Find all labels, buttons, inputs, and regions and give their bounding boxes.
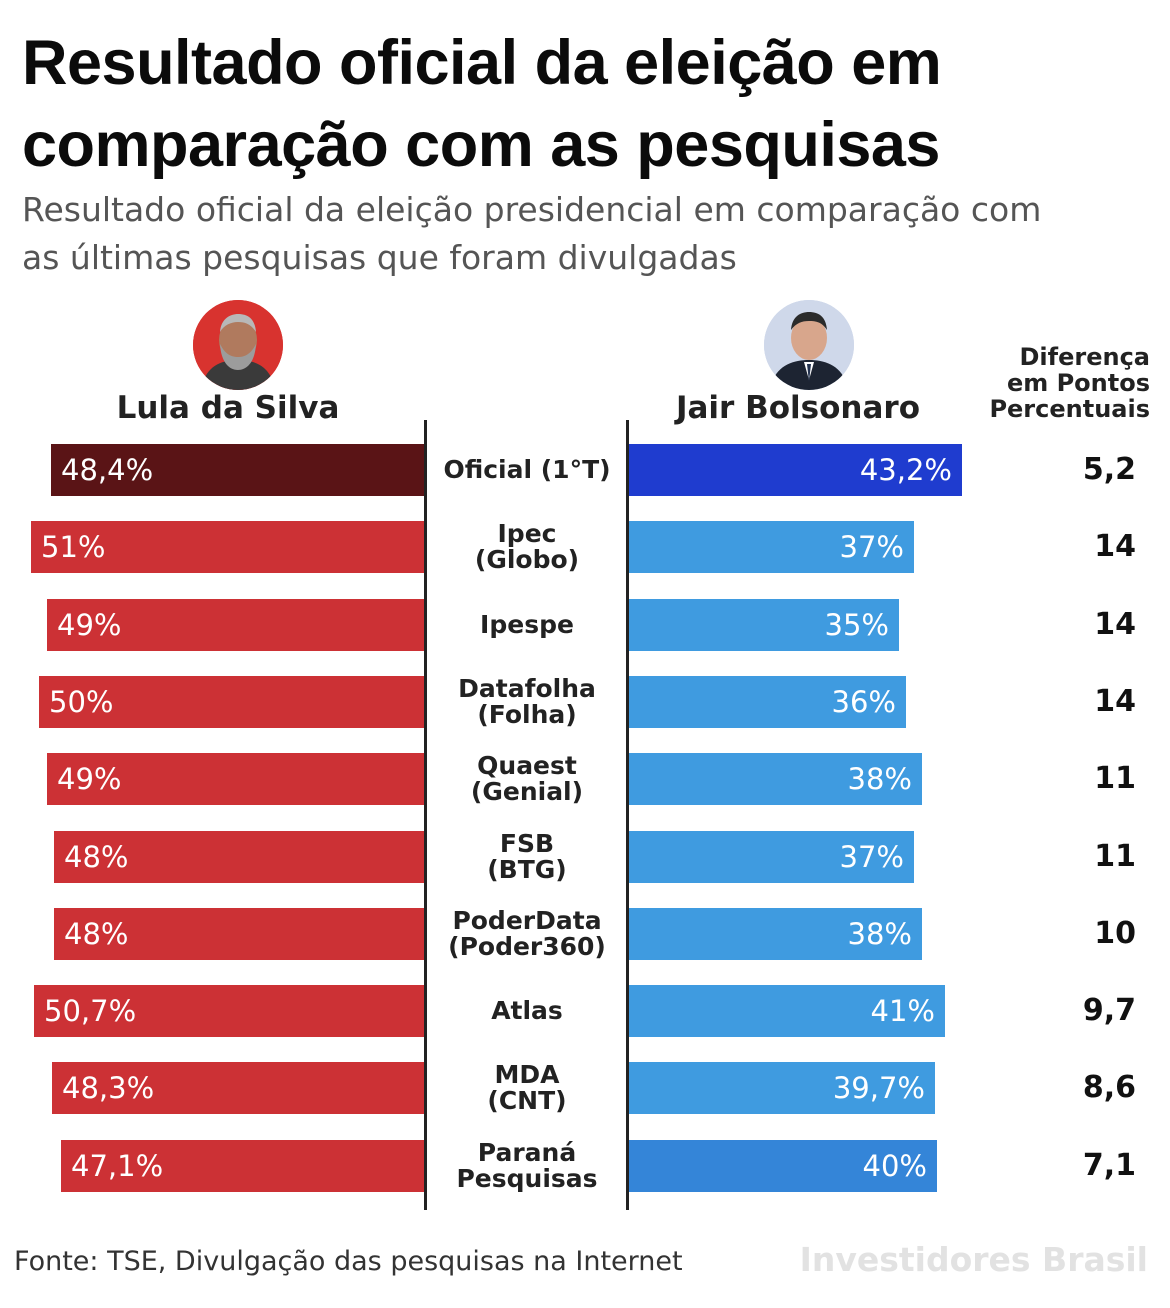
poll-name-label: Atlas	[428, 981, 626, 1041]
lula-bar: 48%	[54, 908, 424, 960]
bolsonaro-bar: 38%	[629, 753, 922, 805]
right-axis-line	[626, 420, 629, 1210]
source-note: Fonte: TSE, Divulgação das pesquisas na …	[14, 1246, 683, 1277]
lula-bar: 49%	[47, 753, 424, 805]
lula-value-label: 48%	[64, 917, 129, 951]
lula-bar: 50,7%	[34, 985, 424, 1037]
poll-name-line: (Folha)	[477, 700, 577, 729]
bolsonaro-bar: 37%	[629, 831, 914, 883]
poll-name-line: (BTG)	[487, 855, 567, 884]
lula-value-label: 47,1%	[71, 1149, 164, 1183]
bolsonaro-value-label: 38%	[847, 917, 912, 951]
brand-watermark: Investidores Brasil	[799, 1240, 1148, 1279]
bolsonaro-bar: 39,7%	[629, 1062, 935, 1114]
bolsonaro-bar: 41%	[629, 985, 945, 1037]
poll-name-label: PoderData (Poder360)	[428, 904, 626, 964]
poll-name-line: (Globo)	[474, 545, 580, 574]
poll-name-line: Datafolha	[458, 674, 596, 703]
poll-name-line: PoderData	[452, 906, 602, 935]
lula-value-label: 50%	[49, 685, 114, 719]
lula-bar: 49%	[47, 599, 424, 651]
bolsonaro-value-label: 40%	[862, 1149, 927, 1183]
bolsonaro-value-label: 43,2%	[859, 453, 952, 487]
difference-header-line: em Pontos	[1006, 369, 1150, 397]
lula-value-label: 49%	[57, 608, 122, 642]
poll-name-label: Oficial (1°T)	[428, 440, 626, 500]
lula-bar: 48,4%	[51, 444, 424, 496]
lula-value-label: 49%	[57, 762, 122, 796]
difference-value: 5,2	[1082, 452, 1136, 487]
difference-value: 10	[1094, 916, 1136, 951]
difference-value: 9,7	[1082, 993, 1136, 1028]
difference-value: 14	[1094, 684, 1136, 719]
poll-name-line: Ipec	[497, 519, 557, 548]
poll-name-line: Quaest	[477, 751, 577, 780]
bolsonaro-bar: 43,2%	[629, 444, 962, 496]
lula-value-label: 50,7%	[44, 994, 137, 1028]
poll-name-line: FSB	[499, 829, 555, 858]
bolsonaro-value-label: 37%	[839, 530, 904, 564]
title-line: comparação com as pesquisas	[22, 110, 940, 180]
subtitle-line: as últimas pesquisas que foram divulgada…	[22, 238, 737, 277]
poll-name-line: Atlas	[491, 996, 563, 1025]
lula-avatar	[193, 300, 283, 390]
bolsonaro-bar: 37%	[629, 521, 914, 573]
bolsonaro-bar: 36%	[629, 676, 906, 728]
poll-name-label: Datafolha (Folha)	[428, 672, 626, 732]
lula-bar: 50%	[39, 676, 424, 728]
bolsonaro-bar: 40%	[629, 1140, 937, 1192]
poll-name-line: (Poder360)	[448, 932, 606, 961]
difference-header-line: Percentuais	[989, 395, 1150, 423]
lula-value-label: 48%	[64, 840, 129, 874]
poll-name-label: Paraná Pesquisas	[428, 1136, 626, 1196]
poll-name-line: Ipespe	[480, 610, 574, 639]
subtitle-line: Resultado oficial da eleição presidencia…	[22, 190, 1042, 229]
person-icon	[193, 300, 283, 390]
poll-name-label: Ipec (Globo)	[428, 517, 626, 577]
bolsonaro-value-label: 36%	[831, 685, 896, 719]
difference-value: 14	[1094, 529, 1136, 564]
poll-name-label: Quaest (Genial)	[428, 749, 626, 809]
left-axis-line	[424, 420, 427, 1210]
bolsonaro-value-label: 37%	[839, 840, 904, 874]
difference-value: 8,6	[1082, 1070, 1136, 1105]
bolsonaro-bar: 35%	[629, 599, 899, 651]
poll-name-line: Paraná	[477, 1138, 577, 1167]
candidate-name-lula: Lula da Silva	[116, 390, 340, 426]
poll-name-line: MDA	[494, 1060, 560, 1089]
page-subtitle: Resultado oficial da eleição presidencia…	[22, 186, 1152, 282]
candidate-name-bolsonaro: Jair Bolsonaro	[675, 390, 921, 426]
lula-bar: 51%	[31, 521, 424, 573]
bolsonaro-bar: 38%	[629, 908, 922, 960]
difference-value: 11	[1094, 761, 1136, 796]
bolsonaro-value-label: 38%	[847, 762, 912, 796]
poll-name-line: Pesquisas	[456, 1164, 598, 1193]
lula-bar: 48%	[54, 831, 424, 883]
difference-value: 14	[1094, 607, 1136, 642]
difference-value: 7,1	[1082, 1148, 1136, 1183]
poll-name-label: Ipespe	[428, 595, 626, 655]
poll-name-line: (Genial)	[470, 777, 584, 806]
lula-value-label: 48,4%	[61, 453, 154, 487]
person-icon	[764, 300, 854, 390]
bolsonaro-value-label: 39,7%	[832, 1071, 925, 1105]
lula-bar: 48,3%	[52, 1062, 424, 1114]
poll-name-line: Oficial (1°T)	[443, 455, 611, 484]
poll-name-line: (CNT)	[487, 1086, 567, 1115]
lula-value-label: 51%	[41, 530, 106, 564]
bolsonaro-value-label: 41%	[870, 994, 935, 1028]
page-title: Resultado oficial da eleição em comparaç…	[22, 22, 1152, 186]
poll-name-label: MDA (CNT)	[428, 1058, 626, 1118]
title-line: Resultado oficial da eleição em	[22, 28, 942, 98]
difference-value: 11	[1094, 839, 1136, 874]
lula-value-label: 48,3%	[62, 1071, 155, 1105]
poll-name-label: FSB (BTG)	[428, 827, 626, 887]
bolsonaro-value-label: 35%	[824, 608, 889, 642]
bolsonaro-avatar	[764, 300, 854, 390]
lula-bar: 47,1%	[61, 1140, 424, 1192]
difference-header-line: Diferença	[1019, 343, 1151, 371]
difference-header: Diferença em Pontos Percentuais	[968, 344, 1150, 422]
